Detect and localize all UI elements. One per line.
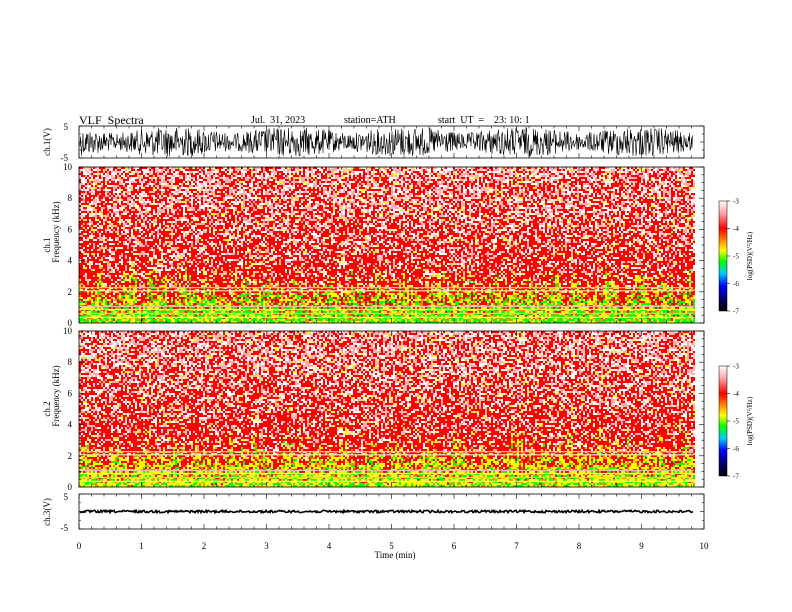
ch1-cb-tick-3: -6 (733, 280, 739, 288)
ch1-cb-tick-0: -3 (733, 198, 739, 206)
ch1-cb-tick-1: -4 (733, 225, 739, 233)
x-tick-6: 6 (452, 541, 457, 551)
ch1-cb-tick-2: -5 (733, 253, 739, 261)
ch3-ytick-top: 5 (64, 492, 69, 502)
ch1-cb-tick-4: -7 (733, 308, 739, 316)
x-tick-9: 9 (639, 541, 644, 551)
ch1-spec-ytick-2: 4 (68, 256, 73, 266)
ch1-waveform-line (80, 128, 693, 157)
ch1-ylabel: ch.1(V) (42, 128, 52, 156)
x-tick-0: 0 (77, 541, 82, 551)
x-tick-4: 4 (327, 541, 332, 551)
ch2-spec-ytick-5: 10 (63, 326, 73, 336)
ch2-colorbar: -3 -4 -5 -6 -7 log(PSD)(V²/Hz) (719, 363, 754, 481)
x-axis-label: Time (min) (375, 550, 416, 560)
ch2-cb-tick-2: -5 (733, 418, 739, 426)
ch1-ytick-top: 5 (64, 122, 69, 132)
ch2-cb-tick-0: -3 (733, 363, 739, 371)
ch2-cb-tick-4: -7 (733, 473, 739, 481)
ch1-spec-ytick-1: 2 (68, 287, 73, 297)
ch2-spec-ytick-1: 2 (68, 451, 73, 461)
ch1-spectrogram-image (79, 167, 695, 323)
ch3-waveform-panel: 5 -5 ch.3(V) 0 1 2 3 4 5 6 7 8 9 10 Time (min) (42, 492, 709, 560)
x-tick-8: 8 (577, 541, 582, 551)
x-tick-10: 10 (700, 541, 710, 551)
ch2-spec-ylabel: Frequency (kHz) (51, 365, 61, 426)
ch2-colorbar-label: log(PSD)(V²/Hz) (746, 396, 754, 445)
ch1-spec-ytick-5: 10 (63, 162, 73, 172)
ch3-waveform-line (80, 510, 693, 512)
ch2-spec-ytick-3: 6 (68, 388, 73, 398)
ch1-waveform-panel: 5 -5 ch.1(V) (42, 122, 704, 163)
ch2-spectrogram-image (79, 331, 695, 487)
x-tick-1: 1 (139, 541, 144, 551)
x-tick-7: 7 (514, 541, 519, 551)
x-tick-2: 2 (202, 541, 207, 551)
ch1-spec-ytick-4: 8 (68, 193, 73, 203)
ch2-spec-ytick-4: 8 (68, 357, 73, 367)
ch2-cb-tick-3: -6 (733, 445, 739, 453)
ch2-spec-ytick-0: 0 (68, 482, 73, 492)
ch2-spec-ytick-2: 4 (68, 420, 73, 430)
ch1-spec-ylabel: Frequency (kHz) (51, 201, 61, 262)
ch1-colorbar: -3 -4 -5 -6 -7 log(PSD)(V²/Hz) (719, 198, 754, 316)
ch3-ylabel: ch.3(V) (42, 498, 52, 526)
ch3-ytick-bottom: -5 (61, 523, 69, 533)
ch1-spec-ytick-3: 6 (68, 224, 73, 234)
x-tick-3: 3 (264, 541, 269, 551)
ch2-cb-tick-1: -4 (733, 390, 739, 398)
ch1-colorbar-label: log(PSD)(V²/Hz) (746, 231, 754, 280)
